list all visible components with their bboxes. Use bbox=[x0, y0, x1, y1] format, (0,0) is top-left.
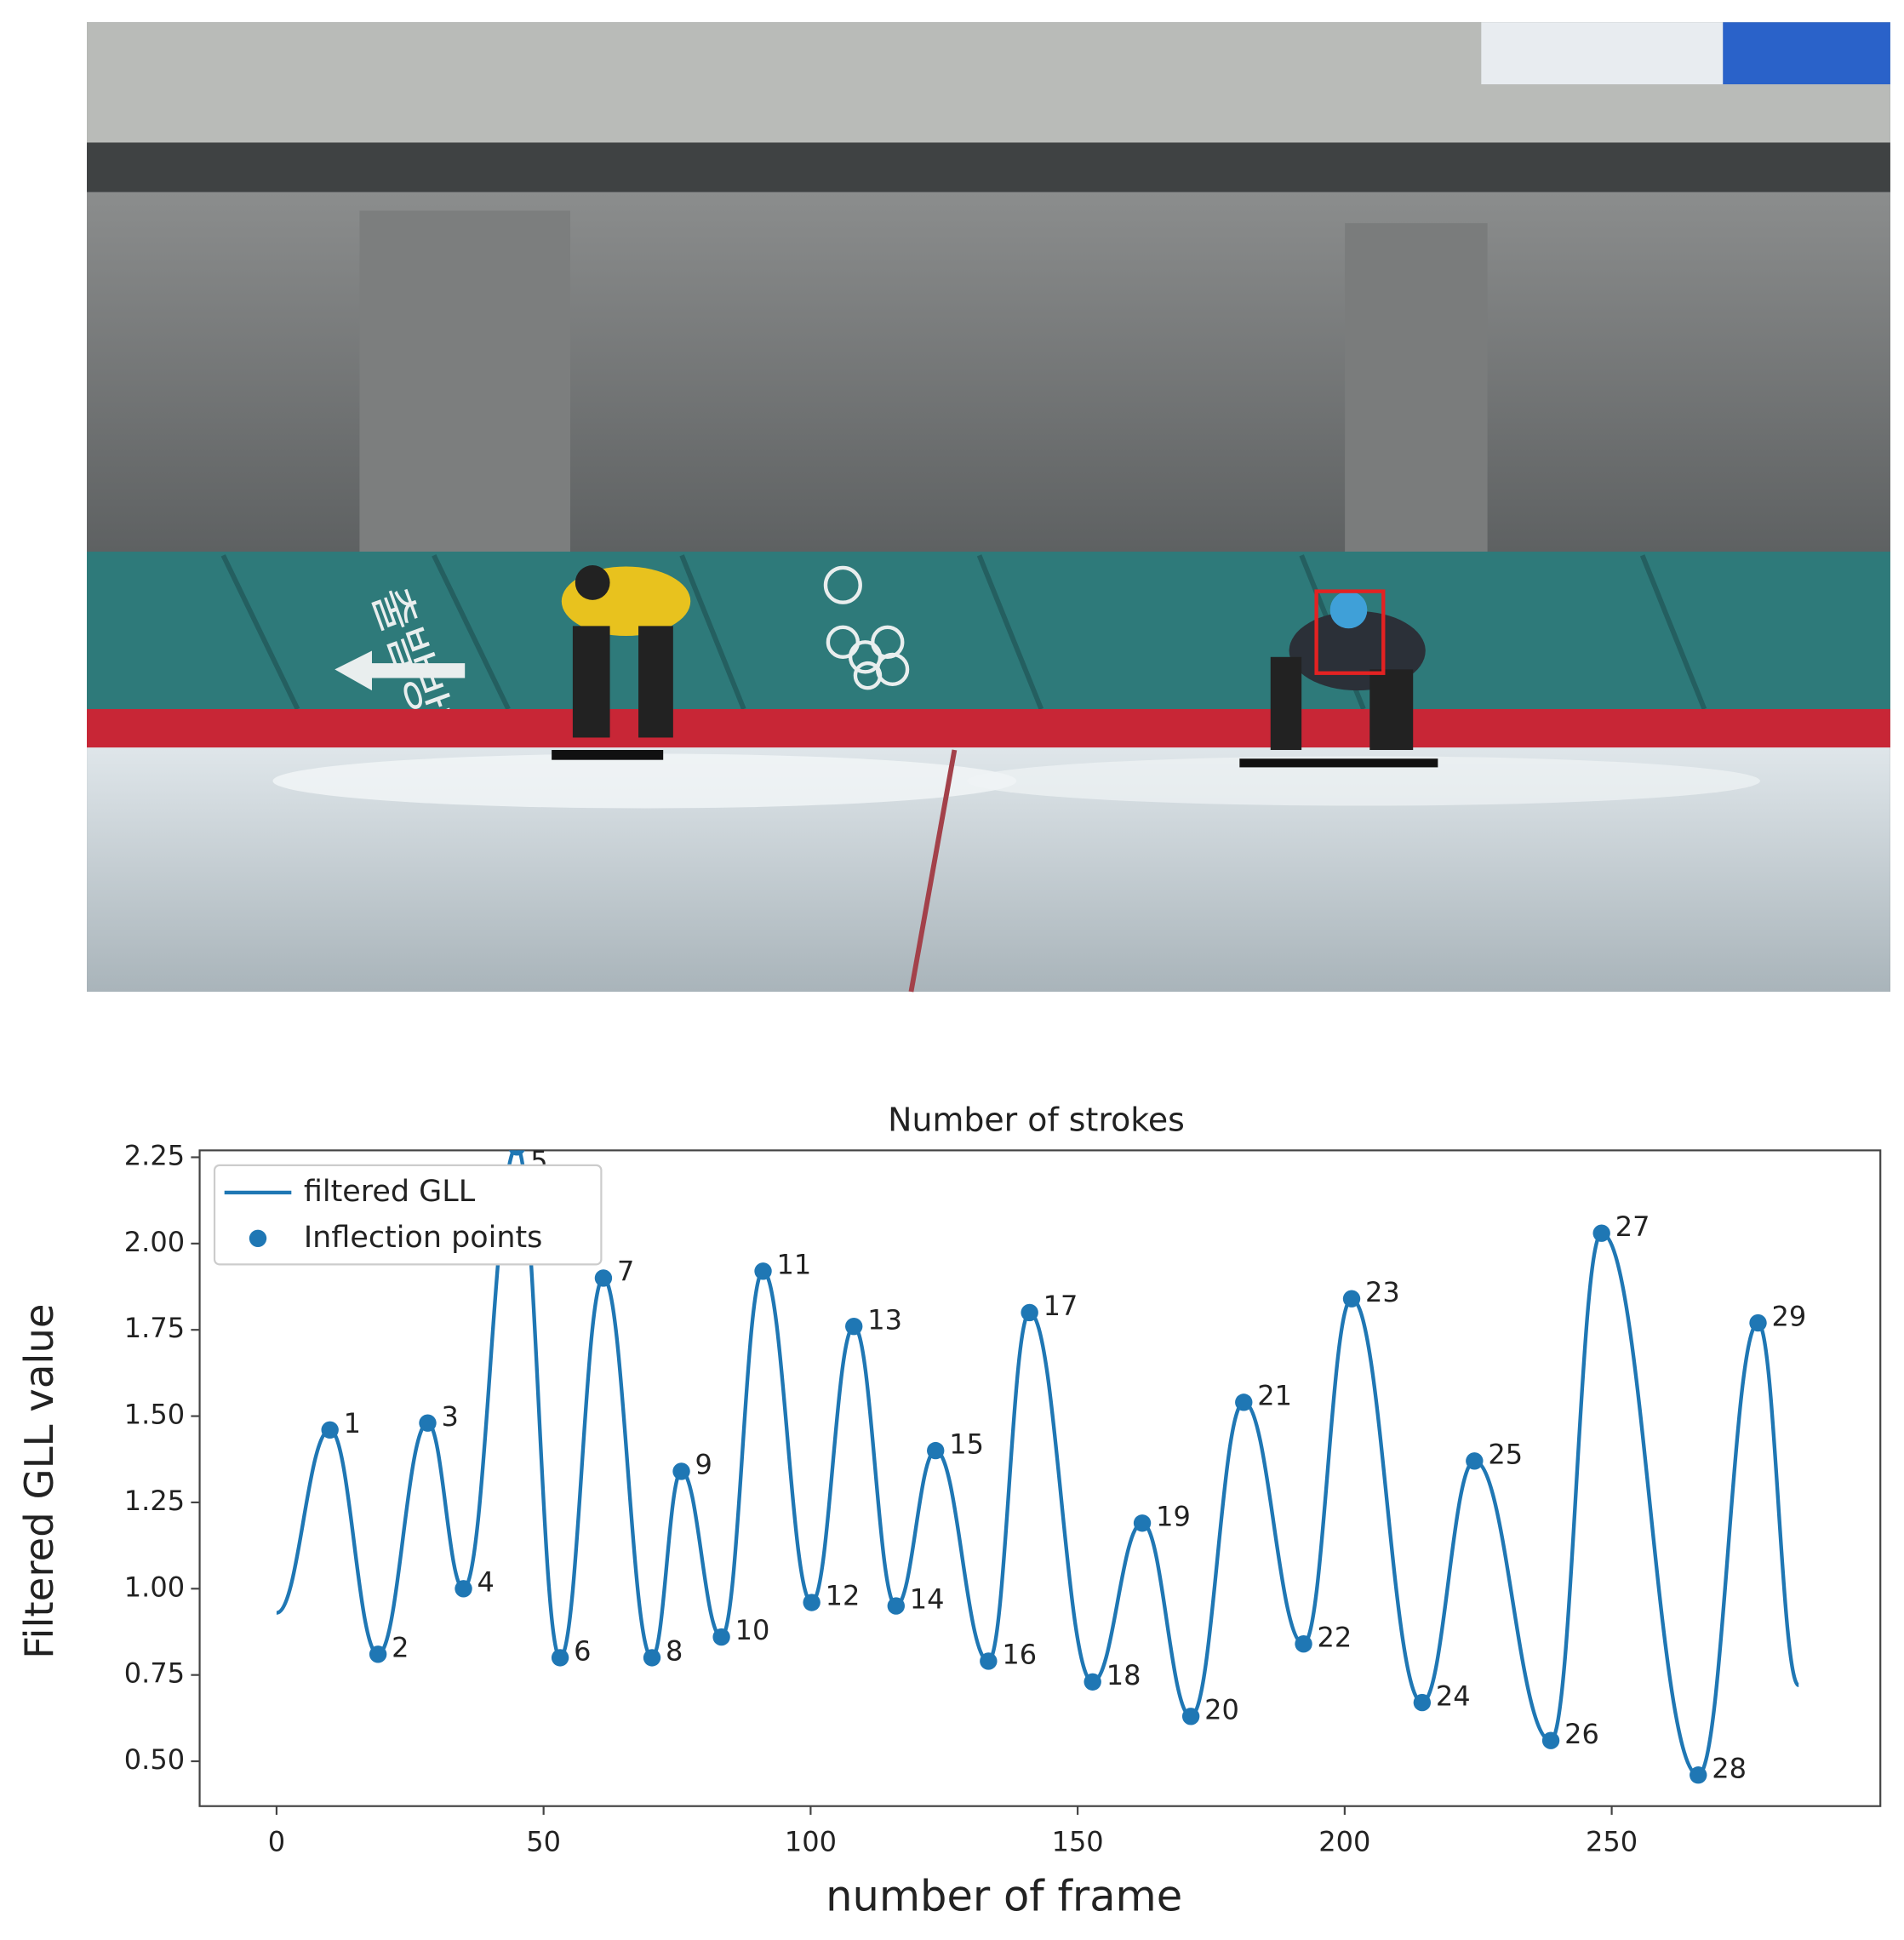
point-label: 29 bbox=[1772, 1300, 1807, 1332]
ice-line bbox=[908, 749, 958, 993]
point-label: 19 bbox=[1156, 1500, 1191, 1532]
legend-label: Inflection points bbox=[304, 1221, 542, 1255]
y-tick-label: 1.00 bbox=[124, 1571, 185, 1603]
inflection-point bbox=[672, 1462, 690, 1480]
y-tick-label: 1.50 bbox=[124, 1399, 185, 1431]
point-label: 9 bbox=[695, 1449, 712, 1481]
y-tick-label: 2.25 bbox=[124, 1139, 185, 1171]
inflection-point bbox=[1592, 1224, 1610, 1242]
point-label: 12 bbox=[826, 1580, 861, 1612]
banner-blue bbox=[1723, 22, 1890, 85]
inflection-point bbox=[1466, 1452, 1484, 1470]
inflection-point bbox=[455, 1580, 472, 1598]
inflection-point bbox=[1541, 1731, 1560, 1749]
x-tick-label: 250 bbox=[1586, 1825, 1638, 1857]
point-label: 2 bbox=[392, 1632, 409, 1664]
point-label: 3 bbox=[442, 1400, 459, 1433]
inflection-point bbox=[419, 1414, 437, 1432]
arrow bbox=[334, 650, 466, 691]
point-label: 10 bbox=[735, 1614, 770, 1646]
inflection-point bbox=[887, 1597, 905, 1615]
y-axis-label: Filtered GLL value bbox=[16, 1303, 62, 1658]
inflection-point bbox=[643, 1649, 661, 1667]
inflection-point bbox=[508, 1150, 525, 1156]
inflection-point bbox=[1342, 1290, 1361, 1308]
inflection-point bbox=[369, 1645, 387, 1663]
y-tick-label: 0.50 bbox=[124, 1743, 185, 1776]
chart-title: Number of strokes bbox=[888, 1101, 1185, 1138]
inflection-point bbox=[1690, 1766, 1707, 1784]
point-label: 13 bbox=[867, 1303, 902, 1336]
data-line bbox=[276, 1150, 1801, 1777]
x-tick-label: 100 bbox=[785, 1825, 837, 1857]
point-label: 16 bbox=[1002, 1639, 1037, 1671]
point-label: 11 bbox=[777, 1248, 812, 1280]
y-tick-label: 1.25 bbox=[124, 1485, 185, 1517]
point-label: 28 bbox=[1712, 1752, 1747, 1784]
skater-blue bbox=[1239, 589, 1438, 768]
chart: Number of strokes number of frame Filter… bbox=[16, 1101, 1882, 1920]
inflection-point bbox=[1749, 1313, 1767, 1332]
point-label: 21 bbox=[1257, 1380, 1292, 1412]
legend: filtered GLL Inflection points bbox=[213, 1164, 603, 1266]
point-label: 25 bbox=[1488, 1438, 1523, 1470]
plot-area bbox=[276, 1150, 1801, 1784]
red-strip bbox=[87, 708, 1890, 751]
ice-glare bbox=[966, 756, 1760, 806]
inflection-point bbox=[321, 1421, 339, 1439]
point-label: 6 bbox=[574, 1635, 591, 1668]
inflection-point bbox=[927, 1441, 945, 1460]
point-label: 27 bbox=[1615, 1210, 1650, 1243]
inflection-point bbox=[1084, 1673, 1101, 1691]
x-tick-label: 50 bbox=[526, 1825, 561, 1857]
point-label: 14 bbox=[910, 1583, 945, 1616]
wall bbox=[87, 192, 1890, 552]
point-label: 4 bbox=[477, 1565, 495, 1598]
inflection-point bbox=[1235, 1393, 1253, 1411]
y-tick-label: 0.75 bbox=[124, 1657, 185, 1690]
inflection-point bbox=[712, 1628, 730, 1646]
x-tick-label: 150 bbox=[1052, 1825, 1104, 1857]
x-tick-label: 0 bbox=[268, 1825, 285, 1857]
beam bbox=[87, 142, 1890, 192]
point-label: 15 bbox=[949, 1428, 984, 1460]
rings bbox=[823, 565, 910, 690]
point-label: 20 bbox=[1204, 1693, 1239, 1725]
x-axis-label: number of frame bbox=[826, 1871, 1182, 1920]
photo: 출발방향 bbox=[87, 22, 1890, 993]
x-tick-label: 200 bbox=[1318, 1825, 1370, 1857]
inflection-point bbox=[594, 1269, 613, 1287]
point-label: 24 bbox=[1436, 1680, 1471, 1712]
ice-glare bbox=[272, 753, 1017, 809]
pillar bbox=[1345, 223, 1488, 552]
point-label: 8 bbox=[666, 1635, 683, 1668]
inflection-point bbox=[980, 1652, 998, 1670]
inflection-point bbox=[1413, 1693, 1432, 1712]
inflection-point bbox=[1181, 1708, 1200, 1725]
inflection-point bbox=[845, 1317, 863, 1336]
point-label: 1 bbox=[344, 1407, 361, 1439]
y-tick-label: 2.00 bbox=[124, 1226, 185, 1258]
legend-box bbox=[213, 1164, 603, 1266]
point-label: 17 bbox=[1043, 1290, 1078, 1322]
point-label: 7 bbox=[617, 1256, 634, 1288]
point-label: 18 bbox=[1106, 1659, 1141, 1691]
point-label: 23 bbox=[1365, 1276, 1400, 1308]
banner bbox=[1481, 22, 1724, 85]
inflection-point bbox=[1295, 1634, 1312, 1653]
pillar bbox=[359, 210, 570, 552]
inflection-point bbox=[803, 1594, 820, 1611]
legend-label: filtered GLL bbox=[304, 1175, 476, 1209]
skater-yellow bbox=[552, 565, 691, 760]
point-label: 22 bbox=[1318, 1621, 1352, 1653]
inflection-point bbox=[1133, 1514, 1152, 1532]
y-tick-label: 1.75 bbox=[124, 1312, 185, 1344]
inflection-point bbox=[551, 1649, 569, 1667]
legend-dot bbox=[249, 1229, 267, 1247]
point-label: 26 bbox=[1564, 1718, 1599, 1750]
inflection-point bbox=[754, 1262, 772, 1280]
inflection-point bbox=[1021, 1303, 1038, 1322]
